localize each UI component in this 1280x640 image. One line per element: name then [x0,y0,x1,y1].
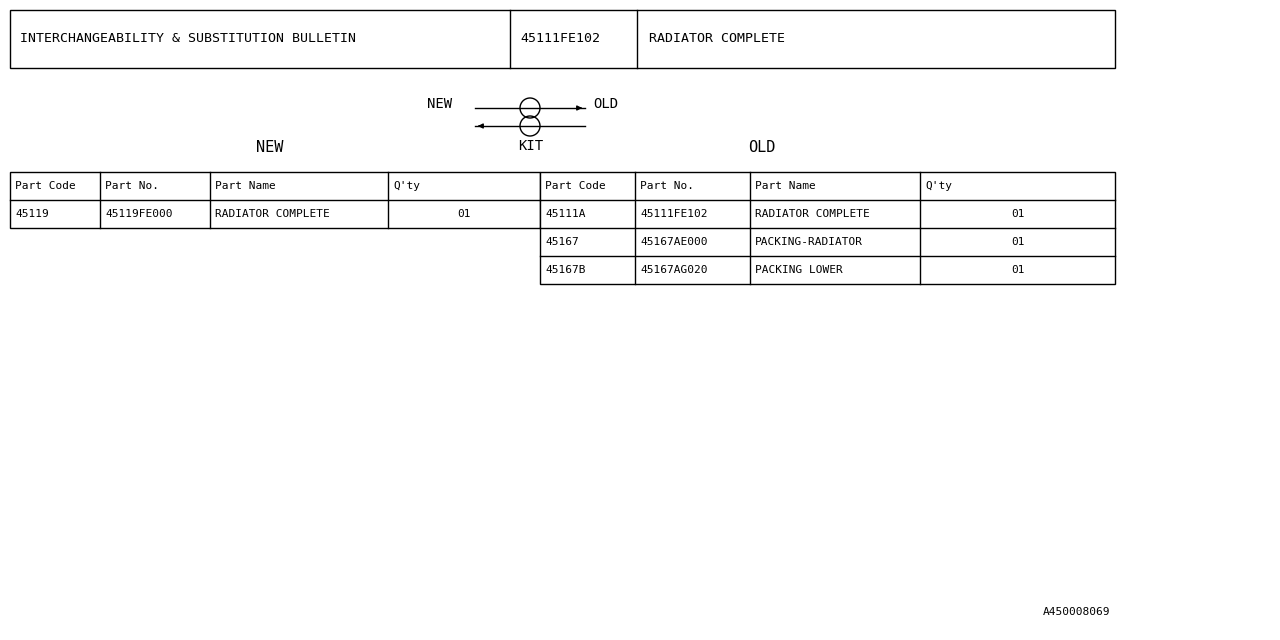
Text: 45167AE000: 45167AE000 [640,237,708,247]
Text: Part Code: Part Code [15,181,76,191]
Text: Q'ty: Q'ty [925,181,952,191]
Text: Q'ty: Q'ty [393,181,420,191]
Text: 45111FE102: 45111FE102 [640,209,708,219]
Text: Part Name: Part Name [215,181,275,191]
Bar [10,10,1115,68]
Text: 45119FE000: 45119FE000 [105,209,173,219]
Text: 45111FE102: 45111FE102 [520,33,600,45]
Text: 01: 01 [1011,237,1024,247]
Text: 45167AG020: 45167AG020 [640,265,708,275]
Bar [10,172,540,228]
Text: 01: 01 [457,209,471,219]
Text: 45119: 45119 [15,209,49,219]
Text: RADIATOR COMPLETE: RADIATOR COMPLETE [215,209,330,219]
Text: KIT: KIT [518,139,543,153]
Text: 45111A: 45111A [545,209,585,219]
Text: INTERCHANGEABILITY & SUBSTITUTION BULLETIN: INTERCHANGEABILITY & SUBSTITUTION BULLET… [20,33,356,45]
Text: Part Code: Part Code [545,181,605,191]
Text: PACKING LOWER: PACKING LOWER [755,265,842,275]
Text: 45167: 45167 [545,237,579,247]
Text: NEW: NEW [428,97,452,111]
Bar [540,172,1115,284]
Text: OLD: OLD [749,141,776,156]
Text: RADIATOR COMPLETE: RADIATOR COMPLETE [649,33,785,45]
Text: A450008069: A450008069 [1042,607,1110,617]
Text: RADIATOR COMPLETE: RADIATOR COMPLETE [755,209,869,219]
Text: Part No.: Part No. [105,181,159,191]
Text: OLD: OLD [593,97,618,111]
Text: 45167B: 45167B [545,265,585,275]
Text: NEW: NEW [256,141,284,156]
Text: Part Name: Part Name [755,181,815,191]
Text: 01: 01 [1011,265,1024,275]
Text: PACKING-RADIATOR: PACKING-RADIATOR [755,237,863,247]
Text: Part No.: Part No. [640,181,694,191]
Text: 01: 01 [1011,209,1024,219]
